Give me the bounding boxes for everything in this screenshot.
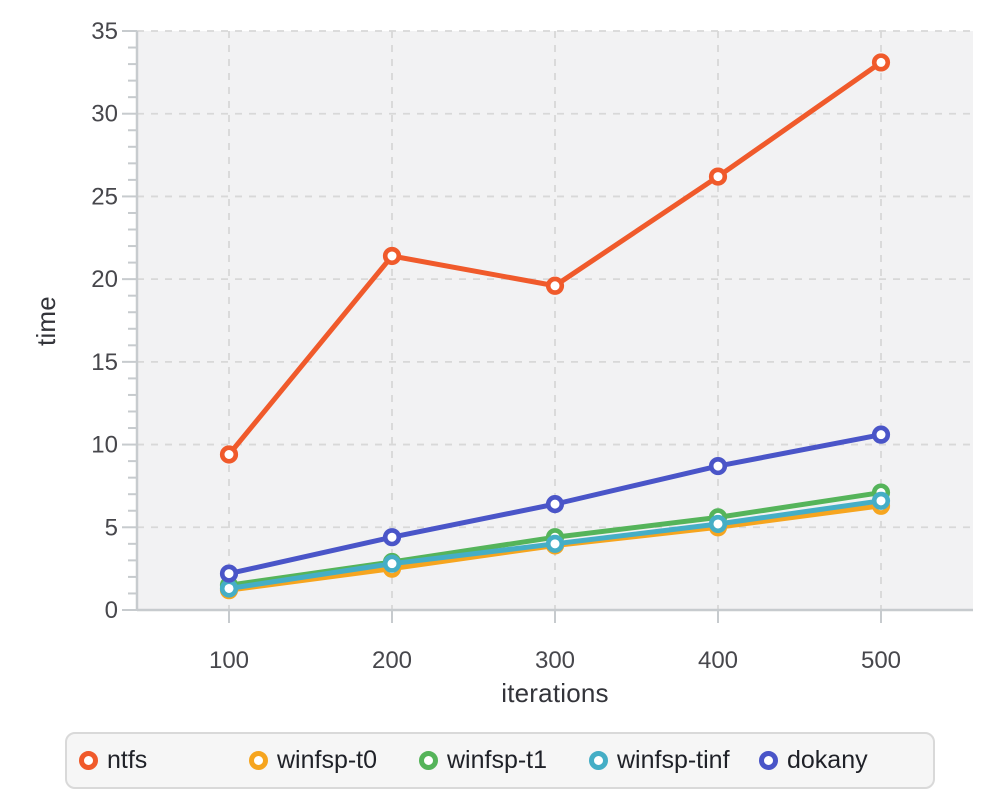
data-point [871,425,891,444]
svg-text:5: 5 [105,514,118,541]
plot-area: 0 5 10 15 20 25 30 35 100 200 300 400 500 [91,18,973,674]
y-axis-title: time [31,296,61,346]
legend-item-winfsp-t1[interactable]: winfsp-t1 [419,746,589,775]
x-axis-title: iterations [501,678,609,708]
legend-ring-icon [759,751,778,770]
data-point [545,495,565,514]
data-point [382,554,402,573]
svg-text:35: 35 [91,18,118,45]
svg-text:10: 10 [91,432,118,459]
x-ticks [228,610,882,623]
legend-label: winfsp-t0 [277,746,378,774]
legend-ring-icon [79,751,98,770]
svg-text:400: 400 [698,647,738,674]
x-tick-labels: 100 200 300 400 500 [209,647,901,674]
y-tick-labels: 0 5 10 15 20 25 30 35 [91,18,118,624]
svg-text:15: 15 [91,349,118,376]
svg-text:200: 200 [372,647,412,674]
data-point [708,456,728,476]
data-point [871,53,891,72]
series-dokany [219,425,891,583]
legend-item-dokany[interactable]: dokany [759,746,868,775]
data-point [708,167,728,186]
legend-label: dokany [787,746,868,774]
legend-item-ntfs[interactable]: ntfs [79,746,249,775]
data-point [708,514,728,534]
y-ticks [122,30,137,611]
data-point [382,246,402,266]
svg-text:25: 25 [91,183,118,210]
legend: ntfs winfsp-t0 winfsp-t1 winfsp-tinf dokany [65,732,935,789]
legend-ring-icon [419,751,438,770]
svg-text:100: 100 [209,647,249,674]
data-point [219,579,239,598]
svg-text:500: 500 [861,647,901,674]
svg-text:300: 300 [535,647,575,674]
data-point [545,534,565,553]
legend-ring-icon [249,751,268,770]
data-point [382,528,402,547]
legend-item-winfsp-t0[interactable]: winfsp-t0 [249,746,419,775]
series-ntfs [219,53,891,464]
legend-label: ntfs [107,746,148,774]
svg-text:20: 20 [91,266,118,293]
data-point [219,445,239,464]
data-point [871,491,891,510]
data-point [219,564,239,583]
legend-item-winfsp-tinf[interactable]: winfsp-tinf [589,746,759,775]
legend-ring-icon [589,751,608,770]
svg-text:0: 0 [105,597,118,624]
legend-label: winfsp-t1 [447,746,548,774]
series-winfsp-tinf [219,491,891,598]
svg-text:30: 30 [91,101,118,128]
legend-label: winfsp-tinf [617,746,730,774]
data-point [545,276,565,295]
